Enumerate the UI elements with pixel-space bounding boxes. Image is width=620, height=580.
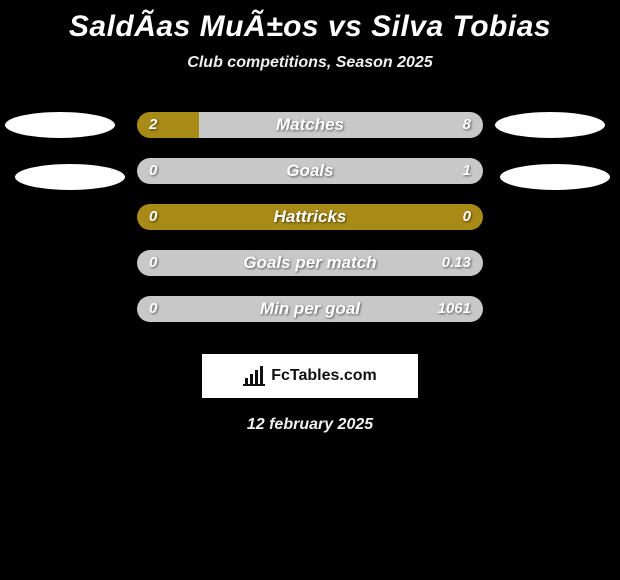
decor-ellipse [5, 112, 115, 138]
stat-bar-track [137, 204, 483, 230]
stat-row: Goals per match00.13 [0, 250, 620, 296]
decor-ellipse [500, 164, 610, 190]
stat-bar-right [137, 296, 483, 322]
subtitle: Club competitions, Season 2025 [0, 54, 620, 72]
stat-bar-track [137, 112, 483, 138]
stat-row: Min per goal01061 [0, 296, 620, 342]
bar-chart-icon [243, 366, 265, 386]
stat-bar-track [137, 250, 483, 276]
brand-box: FcTables.com [202, 354, 418, 398]
page-title: SaldÃ­as MuÃ±os vs Silva Tobias [0, 0, 620, 44]
stat-bar-right [199, 112, 483, 138]
stat-row: Hattricks00 [0, 204, 620, 250]
stat-bar-track [137, 158, 483, 184]
decor-ellipse [15, 164, 125, 190]
stat-bar-left [137, 204, 483, 230]
stat-rows: Matches28Goals01Hattricks00Goals per mat… [0, 112, 620, 342]
stat-bar-right [137, 158, 483, 184]
brand-text: FcTables.com [271, 367, 377, 385]
stat-bar-track [137, 296, 483, 322]
stat-bar-right [137, 250, 483, 276]
date-line: 12 february 2025 [0, 416, 620, 434]
decor-ellipse [495, 112, 605, 138]
stat-bar-left [137, 112, 199, 138]
